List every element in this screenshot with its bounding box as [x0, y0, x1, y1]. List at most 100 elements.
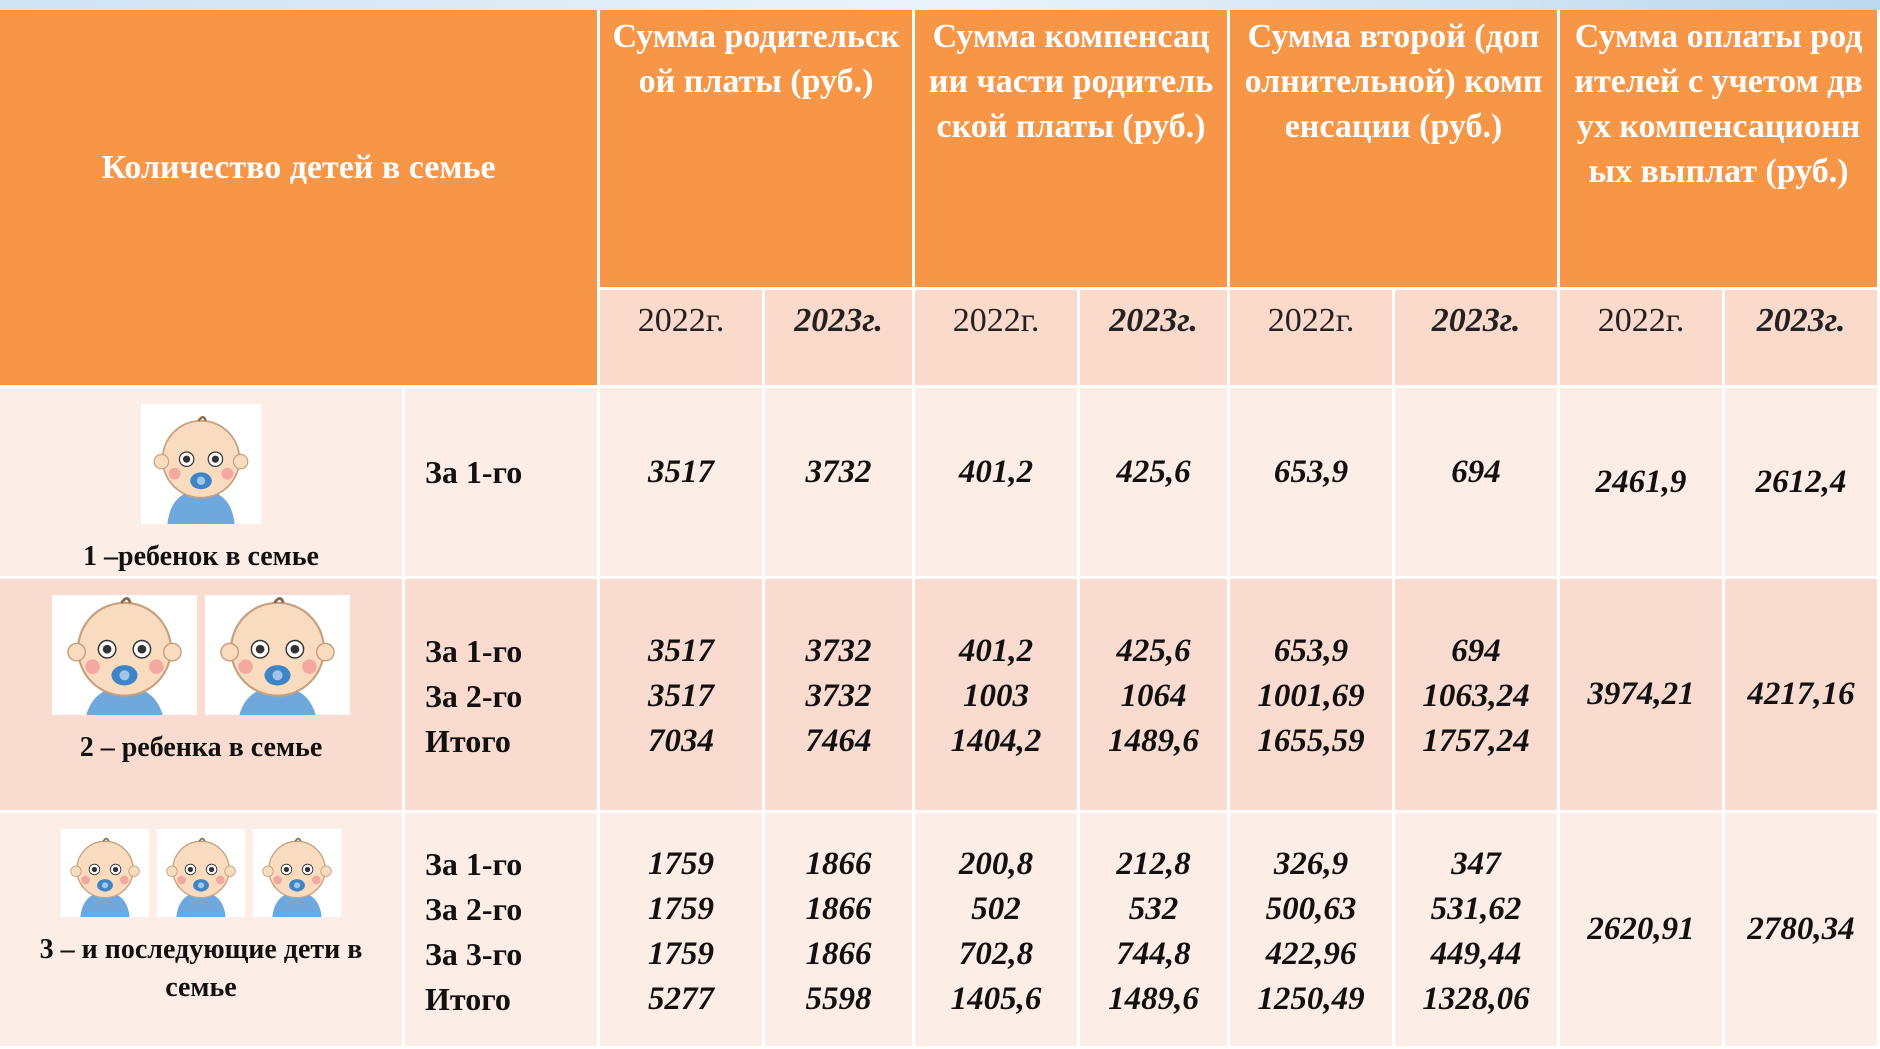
- total-value: 1489,6: [1080, 719, 1227, 764]
- year-header: 2022г.: [600, 290, 765, 388]
- line-label: За 1-го: [405, 450, 597, 495]
- value: 212,8: [1080, 842, 1227, 887]
- page: Количество детей в семьеСумма родительск…: [0, 0, 1880, 1049]
- value: 1866: [765, 842, 912, 887]
- value: 744,8: [1080, 932, 1227, 977]
- value-cell: 351735177034: [600, 579, 765, 813]
- line-label: За 2-го: [405, 887, 597, 932]
- cell: 3517: [600, 450, 762, 515]
- value: 1866: [765, 887, 912, 932]
- value-cell: 401,2: [915, 388, 1080, 579]
- year-header: 2022г.: [1230, 290, 1395, 388]
- total-value: 1328,06: [1395, 977, 1557, 1022]
- total-label: Итого: [405, 719, 597, 764]
- baby-icon: [52, 595, 197, 715]
- table-body: 1 –ребенок в семьеЗа 1-го35173732401,242…: [0, 388, 1880, 1049]
- total-value: 7034: [600, 719, 762, 764]
- data-row: 2 – ребенка в семьеЗа 1-гоЗа 2-гоИтого35…: [0, 579, 1880, 813]
- value: 3732: [765, 450, 912, 495]
- group-header: Сумма второй (дополнительной) компенсаци…: [1230, 10, 1560, 290]
- line-label: За 1-го: [405, 629, 597, 674]
- line-label: За 1-го: [405, 842, 597, 887]
- value: 1759: [600, 932, 762, 977]
- total-value: 5598: [765, 977, 912, 1022]
- group-header: Сумма компенсации части родительской пла…: [915, 10, 1230, 290]
- year-header: 2023г.: [765, 290, 915, 388]
- cell: 1759175917595277: [600, 832, 762, 1028]
- cell: 200,8502702,81405,6: [915, 832, 1077, 1028]
- final-value: 2780,34: [1725, 813, 1880, 1049]
- value: 326,9: [1230, 842, 1392, 887]
- group-cell: 1 –ребенок в семье: [0, 388, 405, 579]
- value: 500,63: [1230, 887, 1392, 932]
- value-cell: 653,9: [1230, 388, 1395, 579]
- value: 449,44: [1395, 932, 1557, 977]
- value: 1063,24: [1395, 674, 1557, 719]
- value: 3517: [600, 674, 762, 719]
- value: 1759: [600, 887, 762, 932]
- total-value: 1250,49: [1230, 977, 1392, 1022]
- line-label: За 2-го: [405, 674, 597, 719]
- total-value: 1489,6: [1080, 977, 1227, 1022]
- value: 422,96: [1230, 932, 1392, 977]
- value: 1064: [1080, 674, 1227, 719]
- value: 3517: [600, 450, 762, 495]
- value: 532: [1080, 887, 1227, 932]
- line-label: За 3-го: [405, 932, 597, 977]
- baby-icon: [253, 829, 341, 917]
- value: 1003: [915, 674, 1077, 719]
- total-label: Итого: [405, 977, 597, 1022]
- line-labels: За 1-го: [405, 388, 600, 579]
- cell: 653,9: [1230, 450, 1392, 515]
- year-header: 2023г.: [1080, 290, 1230, 388]
- baby-icon: [141, 404, 261, 524]
- total-value: 1404,2: [915, 719, 1077, 764]
- baby-icon: [157, 829, 245, 917]
- year-header: 2022г.: [1560, 290, 1725, 388]
- line-labels: За 1-гоЗа 2-гоИтого: [405, 579, 600, 813]
- total-value: 5277: [600, 977, 762, 1022]
- value: 3732: [765, 674, 912, 719]
- group-cell: 3 – и последующие дети в семье: [0, 813, 405, 1049]
- total-value: 1405,6: [915, 977, 1077, 1022]
- cell: За 1-го: [405, 450, 597, 515]
- value: 653,9: [1230, 450, 1392, 495]
- group-header: Сумма родительской платы (руб.): [600, 10, 915, 290]
- value: 425,6: [1080, 629, 1227, 674]
- value: 502: [915, 887, 1077, 932]
- value: 694: [1395, 450, 1557, 495]
- final-value: 3974,21: [1560, 579, 1725, 813]
- baby-icon: [205, 595, 350, 715]
- value: 3732: [765, 629, 912, 674]
- baby-images: [0, 829, 402, 917]
- value: 653,9: [1230, 629, 1392, 674]
- year-header: 2023г.: [1395, 290, 1560, 388]
- value: 1001,69: [1230, 674, 1392, 719]
- cell: 401,2: [915, 450, 1077, 515]
- value: 531,62: [1395, 887, 1557, 932]
- value: 425,6: [1080, 450, 1227, 495]
- value: 401,2: [915, 450, 1077, 495]
- value: 401,2: [915, 629, 1077, 674]
- value: 3517: [600, 629, 762, 674]
- value-cell: 347531,62449,441328,06: [1395, 813, 1560, 1049]
- value: 694: [1395, 629, 1557, 674]
